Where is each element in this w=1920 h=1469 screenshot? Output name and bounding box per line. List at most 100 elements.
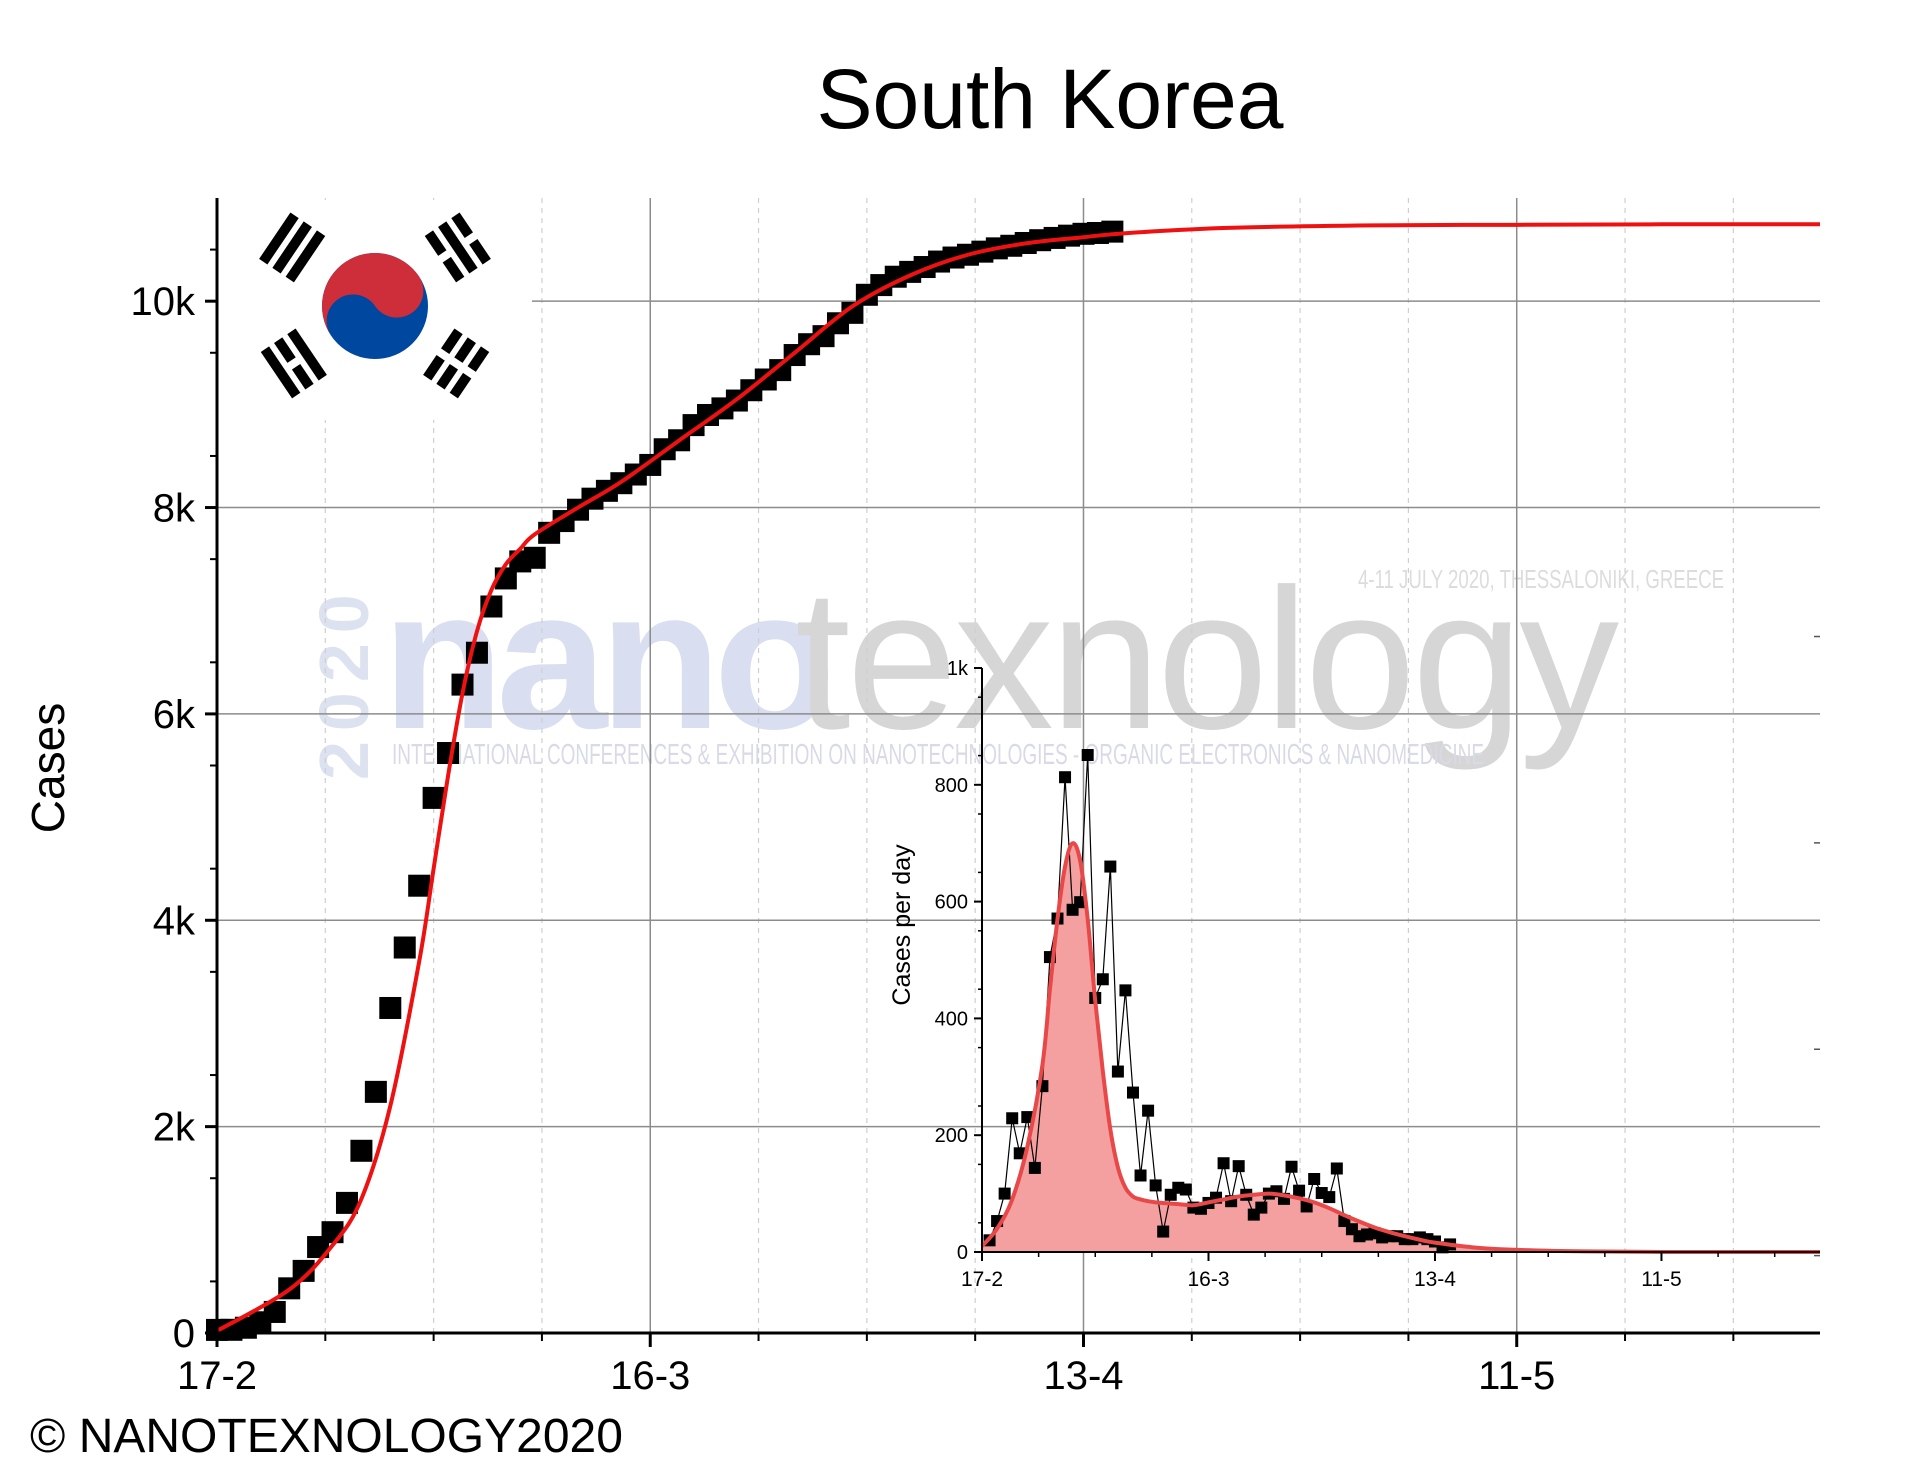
trigram-bar bbox=[469, 239, 491, 265]
data-point bbox=[437, 742, 460, 765]
taegeuk-red bbox=[322, 253, 424, 336]
trigram-bar bbox=[454, 337, 476, 363]
main-fit-curve bbox=[216, 222, 1821, 1333]
trigram bbox=[423, 328, 490, 399]
inset-data-point bbox=[1013, 1147, 1026, 1160]
inset-data-point bbox=[1104, 860, 1117, 873]
watermark-year: 2020 bbox=[305, 584, 383, 780]
trigram-bar bbox=[285, 230, 326, 283]
data-point bbox=[1101, 220, 1124, 243]
y-tick-label: 10k bbox=[131, 280, 196, 324]
inset-data-point bbox=[1059, 771, 1072, 784]
inset-y-tick-label: 0 bbox=[957, 1242, 968, 1264]
inset-data-point bbox=[1096, 973, 1109, 986]
watermark: 2020 nano texnology INTERNATIONAL CONFER… bbox=[305, 548, 1724, 780]
y-tick-label: 0 bbox=[173, 1312, 195, 1356]
inset-x-tick-label: 11-5 bbox=[1641, 1268, 1681, 1291]
data-point bbox=[292, 1259, 315, 1282]
inset-data-point bbox=[1081, 749, 1094, 762]
trigrams bbox=[259, 212, 491, 399]
copyright-notice: © NANOTEXNOLOGY2020 bbox=[30, 1410, 623, 1463]
inset-y-tick-label: 200 bbox=[935, 1125, 968, 1147]
y-tick-label: 6k bbox=[153, 693, 196, 737]
inset-x-tick-label: 16-3 bbox=[1187, 1268, 1229, 1291]
inset-data-point bbox=[1126, 1086, 1139, 1099]
trigram-bar bbox=[436, 363, 459, 390]
inset-chart: 0 200 400 600 800 1k 17-2 16-3 13-4 11-5 Cases pe… bbox=[888, 658, 1820, 1291]
inset-y-tick-label: 600 bbox=[935, 892, 968, 914]
watermark-event: 4-11 JULY 2020, THESSALONIKI, GREECE bbox=[1358, 564, 1724, 594]
inset-axes: 0 200 400 600 800 1k 17-2 16-3 13-4 11-5 bbox=[935, 658, 1820, 1291]
inset-data-point bbox=[1142, 1104, 1155, 1117]
watermark-tagline: INTERNATIONAL CONFERENCES & EXHIBITION O… bbox=[392, 739, 1484, 771]
data-point bbox=[422, 786, 445, 809]
inset-data-point bbox=[1330, 1162, 1343, 1175]
data-point bbox=[350, 1139, 373, 1162]
inset-data-point bbox=[1149, 1179, 1162, 1192]
x-tick-label: 11-5 bbox=[1478, 1354, 1555, 1398]
trigram-bar bbox=[274, 337, 296, 363]
x-tick-label: 13-4 bbox=[1043, 1354, 1123, 1398]
inset-data-point bbox=[1300, 1200, 1313, 1213]
trigram bbox=[424, 212, 491, 283]
trigram-bar bbox=[438, 221, 478, 274]
inset-data-point bbox=[1021, 1111, 1034, 1124]
trigram-bar bbox=[260, 346, 301, 399]
inset-y-axis-label: Cases per day bbox=[888, 844, 916, 1006]
data-point bbox=[841, 301, 864, 324]
taegeuk-icon bbox=[322, 253, 428, 359]
inset-data-point bbox=[1323, 1191, 1336, 1204]
trigram-bar bbox=[440, 328, 463, 354]
inset-data-point bbox=[1028, 1161, 1041, 1174]
inset-fit-area bbox=[982, 843, 1820, 1253]
inset-data-point bbox=[1232, 1160, 1245, 1173]
inset-y-tick-label: 800 bbox=[935, 775, 968, 797]
inset-y-tick-label: 1k bbox=[947, 658, 969, 680]
y-tick-label: 4k bbox=[153, 899, 196, 943]
inset-data-point bbox=[1157, 1225, 1170, 1238]
data-point bbox=[408, 874, 431, 897]
y-tick-label: 8k bbox=[153, 487, 196, 531]
data-point bbox=[321, 1221, 344, 1244]
trigram-bar bbox=[467, 346, 490, 372]
inset-x-tick-label: 13-4 bbox=[1414, 1268, 1456, 1291]
data-point bbox=[364, 1080, 387, 1103]
trigram-bar bbox=[423, 355, 445, 381]
inset-y-tick-label: 400 bbox=[935, 1008, 968, 1030]
inset-data-point bbox=[1285, 1160, 1298, 1173]
trigram-bar bbox=[291, 363, 314, 390]
trigram-bar bbox=[259, 212, 299, 265]
trigram-bar bbox=[449, 372, 472, 399]
inset-data-point bbox=[1134, 1169, 1147, 1182]
inset-data-point bbox=[1217, 1157, 1230, 1170]
inset-data-point bbox=[1308, 1173, 1321, 1185]
inset-data-point bbox=[1119, 984, 1132, 997]
inset-data-point bbox=[1179, 1183, 1192, 1196]
trigram-bar bbox=[272, 221, 312, 274]
inset-x-tick-label: 17-2 bbox=[961, 1268, 1003, 1291]
watermark-nano: nano bbox=[382, 548, 829, 771]
trigram bbox=[260, 328, 327, 399]
inset-data-point bbox=[1293, 1184, 1306, 1197]
trigram-bar bbox=[442, 256, 465, 283]
inset-data-point bbox=[1255, 1201, 1268, 1214]
trigram-bar bbox=[451, 212, 474, 238]
inset-fit-curve bbox=[980, 841, 1820, 1255]
inset-data-point bbox=[998, 1187, 1011, 1200]
chart-title: South Korea bbox=[816, 52, 1283, 146]
trigram-bar bbox=[287, 328, 327, 381]
x-tick-label: 17-2 bbox=[177, 1354, 257, 1398]
main-axes: 0 2k 4k 6k 8k 10k 17-2 16-3 13-4 11-5 bbox=[131, 198, 1820, 1398]
x-tick-label: 16-3 bbox=[610, 1354, 690, 1398]
data-point bbox=[263, 1300, 286, 1323]
watermark-texnology: texnology bbox=[795, 548, 1619, 771]
data-point bbox=[393, 936, 416, 959]
data-point bbox=[335, 1191, 358, 1214]
data-point bbox=[523, 546, 546, 569]
south-korea-flag-icon bbox=[218, 200, 532, 420]
inset-data-point bbox=[1006, 1112, 1019, 1125]
inset-data-point bbox=[1111, 1065, 1124, 1078]
y-axis-label: Cases bbox=[22, 703, 74, 833]
data-point bbox=[379, 996, 402, 1019]
